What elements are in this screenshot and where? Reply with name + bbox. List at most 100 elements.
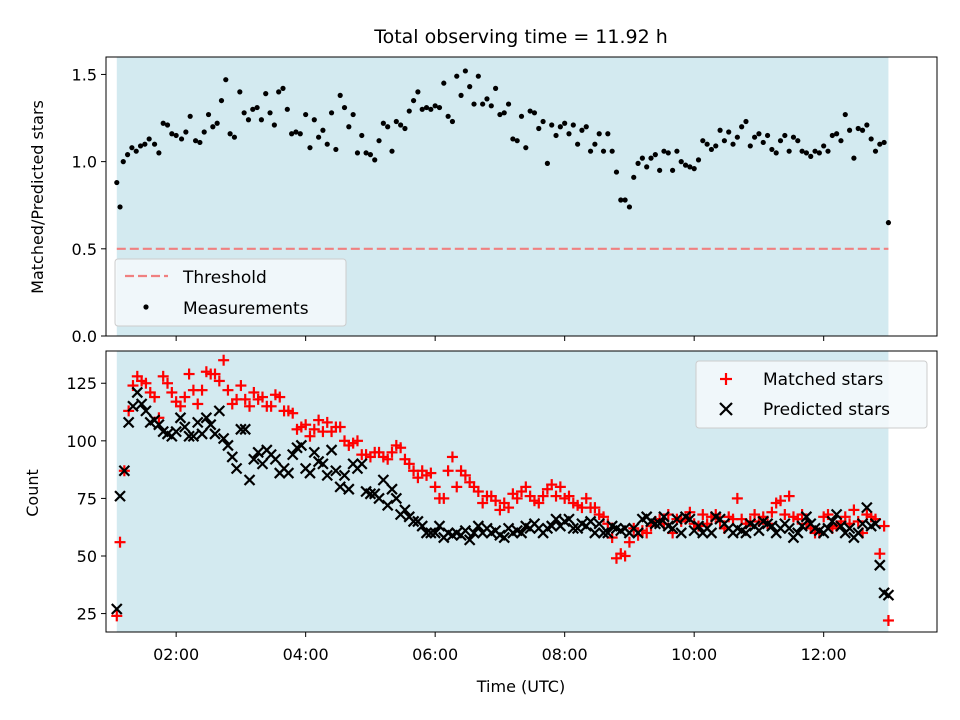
y-tick-label: 125 (66, 374, 97, 393)
matched-legend-swatch (720, 373, 732, 385)
measurement-point (492, 85, 499, 91)
measurement-point (367, 152, 374, 158)
measurement-point (756, 131, 762, 137)
matched-star-point (213, 375, 225, 387)
measurement-point (834, 131, 840, 137)
matched-star-point (546, 479, 558, 491)
matched-star-point (179, 391, 191, 403)
measurement-point (263, 91, 269, 97)
measurement-point (596, 131, 602, 137)
predicted-star-point (390, 492, 403, 505)
predicted-star-point (317, 458, 329, 470)
predicted-legend-label: Predicted stars (763, 400, 890, 420)
matched-star-point (550, 490, 562, 502)
predicted-star-point (122, 416, 135, 429)
matched-star-point (533, 497, 545, 509)
measurement-point (726, 129, 732, 135)
measurement-point (428, 106, 434, 112)
predicted-star-point (174, 412, 187, 424)
measurement-point (777, 138, 784, 144)
matched-star-point (503, 502, 515, 514)
x-axis-label: Time (UTC) (476, 677, 565, 696)
bottom-panel: 25 50 75 100 125 02:00 04:00 06:00 08:00 10:00 12… (23, 350, 938, 696)
predicted-star-point (830, 508, 843, 521)
measurement-point (183, 129, 189, 135)
measurement-point (769, 146, 775, 153)
measurement-point (142, 141, 148, 147)
predicted-star-point (381, 499, 394, 512)
matched-star-point (248, 386, 260, 398)
measurement-point (393, 118, 399, 125)
predicted-star-point (649, 517, 662, 530)
measurement-point (583, 124, 589, 130)
measurement-point (523, 145, 529, 151)
measurement-point (838, 138, 844, 144)
predicted-star-point (187, 430, 200, 442)
measurement-point (657, 167, 663, 173)
matched-star-point (882, 614, 894, 626)
measurement-point (441, 80, 447, 86)
predicted-star-point (632, 527, 644, 539)
measurement-point (864, 122, 870, 128)
predicted-star-point (135, 398, 148, 410)
measurement-point (821, 143, 827, 149)
predicted-star-point (753, 524, 765, 537)
top-legend: Threshold Measurements (114, 258, 347, 327)
measurement-point (773, 150, 779, 156)
predicted-star-point (463, 534, 476, 546)
top-legend-box (114, 258, 347, 327)
predicted-star-point (459, 524, 472, 537)
measurement-point (320, 127, 326, 133)
top-x-ticks (175, 336, 825, 341)
matched-star-point (166, 386, 178, 398)
measurement-point (613, 169, 620, 175)
matched-star-point (848, 504, 860, 516)
measurement-point (133, 148, 139, 154)
measurement-point (458, 92, 464, 98)
predicted-star-point (874, 559, 886, 571)
measurement-point (730, 141, 736, 147)
matched-stars-points (111, 354, 894, 626)
measurement-point (518, 113, 525, 119)
matched-star-point (209, 368, 221, 380)
measurement-point (223, 77, 229, 83)
measurement-point (462, 68, 468, 74)
measurement-point (271, 122, 277, 128)
predicted-star-point (671, 513, 683, 525)
matched-star-point (619, 550, 631, 562)
matched-star-point (537, 490, 549, 502)
predicted-star-point (226, 451, 239, 463)
measurement-point (600, 148, 607, 154)
measurement-point (173, 132, 179, 139)
measurement-point (501, 110, 507, 116)
matched-star-point (451, 481, 463, 493)
matched-star-point (287, 407, 299, 419)
measurement-point (276, 89, 282, 95)
matched-star-point (589, 502, 601, 514)
matched-star-point (334, 421, 346, 433)
measurement-point (146, 136, 152, 142)
matched-legend-label: Matched stars (763, 370, 883, 390)
matched-star-point (304, 430, 316, 442)
matched-star-point (239, 393, 251, 405)
matched-star-point (623, 536, 635, 548)
measurements-points (114, 68, 892, 226)
matched-star-point (111, 610, 123, 622)
predicted-star-point (783, 522, 795, 535)
measurement-point (618, 197, 624, 203)
predicted-star-point (852, 527, 864, 539)
measurement-point (475, 73, 481, 79)
predicted-star-point (740, 527, 752, 539)
matched-star-point (554, 481, 566, 493)
measurement-point (713, 143, 719, 149)
measurement-point (227, 131, 233, 137)
measurements-legend-label: Measurements (183, 299, 309, 319)
measurement-point (682, 162, 689, 168)
predicted-star-point (355, 458, 368, 470)
matched-star-point (446, 451, 458, 463)
predicted-star-point (200, 412, 213, 424)
matched-star-point (386, 446, 398, 458)
predicted-star-point (684, 513, 696, 525)
measurement-point (743, 118, 749, 125)
